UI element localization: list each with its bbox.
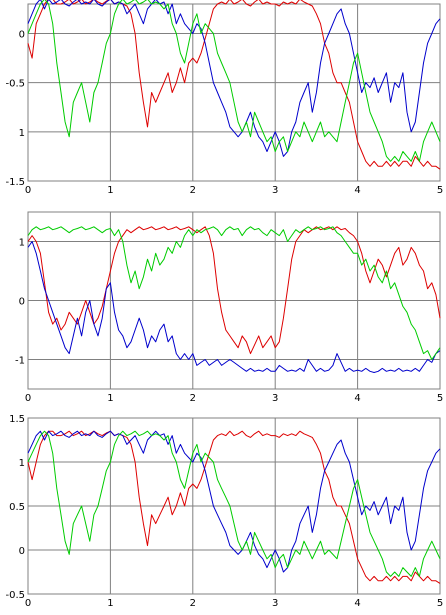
x-tick-label: 2 — [190, 185, 196, 196]
series-line-3 — [27, 0, 441, 162]
y-tick-label: -1 — [15, 356, 25, 367]
x-tick-label: 2 — [190, 393, 196, 404]
x-tick-label: 2 — [190, 598, 196, 609]
y-tick-label: 0 — [19, 30, 25, 41]
y-tick-label: 0 — [19, 297, 25, 308]
x-tick-label: 3 — [272, 185, 278, 196]
x-tick-label: 0 — [25, 598, 31, 609]
x-tick-label: 3 — [272, 393, 278, 404]
x-tick-label: 0 — [25, 185, 31, 196]
x-tick-label: 0 — [25, 393, 31, 404]
x-tick-label: 5 — [437, 598, 443, 609]
y-tick-label: 1 — [19, 128, 25, 139]
y-tick-label: 1 — [19, 238, 25, 249]
y-tick-label: 1 — [19, 458, 25, 469]
series-line-1 — [27, 226, 441, 355]
series-line-2 — [27, 0, 441, 157]
y-tick-label: -0.5 — [5, 79, 25, 90]
y-tick-label: -1.5 — [5, 177, 25, 188]
chart-panel-3: 0 1 2 3 4 51.510.50-0.5 — [5, 414, 443, 609]
y-tick-label: 1.5 — [9, 414, 25, 425]
x-tick-label: 5 — [437, 185, 443, 196]
x-tick-label: 3 — [272, 598, 278, 609]
x-tick-label: 1 — [107, 185, 113, 196]
series-line-1 — [27, 0, 441, 170]
y-tick-label: 0 — [19, 546, 25, 557]
x-tick-label: 1 — [107, 393, 113, 404]
x-tick-label: 1 — [107, 598, 113, 609]
chart-panel-2: 0 1 2 3 4 5 1 0 -1 — [15, 211, 443, 404]
x-tick-label: 4 — [354, 185, 360, 196]
chart-panel-1: 0 1 2 3 4 5 0 -0.5 1 -1.5 — [5, 0, 443, 196]
x-tick-label: 5 — [437, 393, 443, 404]
series-line-3 — [27, 226, 441, 360]
series-line-2 — [27, 430, 441, 573]
y-tick-label: -0.5 — [5, 590, 25, 601]
x-tick-label: 4 — [354, 598, 360, 609]
series-line-3 — [27, 430, 441, 577]
y-tick-label: 0.5 — [9, 502, 25, 513]
series-line-1 — [27, 430, 441, 584]
x-tick-label: 4 — [354, 393, 360, 404]
series-line-2 — [27, 241, 441, 373]
